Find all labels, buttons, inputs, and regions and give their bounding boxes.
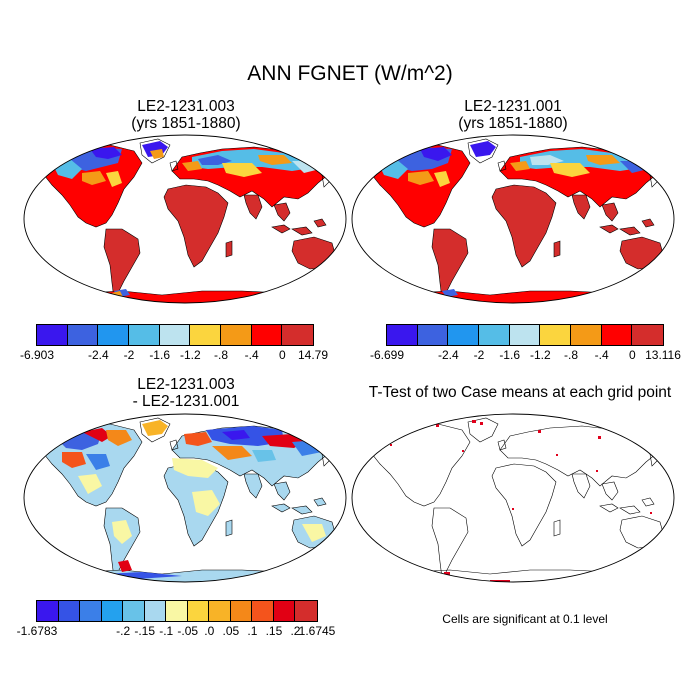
colorbar-swatch — [80, 601, 102, 621]
colorbar-tick-label: -6.903 — [19, 348, 55, 362]
colorbar-tick-label: 0 — [628, 348, 636, 362]
panel-case2-title-line1: LE2-1231.001 — [464, 98, 562, 115]
colorbar-tick-label: -.4 — [594, 348, 609, 362]
colorbar-swatch — [37, 601, 59, 621]
map-case2 — [351, 134, 675, 304]
colorbar-tick-label: -6.699 — [369, 348, 405, 362]
colorbar-swatch — [58, 601, 81, 621]
colorbar-swatch — [128, 325, 160, 345]
colorbar-swatch — [144, 601, 167, 621]
colorbar-tick-label: -1.6 — [499, 348, 520, 362]
colorbar-swatch — [230, 601, 253, 621]
colorbar-swatch — [123, 601, 145, 621]
colorbar-tick-label: -1.6783 — [16, 624, 58, 638]
colorbar-swatch — [273, 601, 296, 621]
map-ttest — [351, 413, 675, 583]
colorbar-swatch — [209, 601, 231, 621]
colorbar-tick-label: -1.2 — [179, 348, 201, 362]
colorbar-swatch — [282, 325, 313, 345]
colorbar-tick-label: -.2 — [116, 624, 131, 638]
colorbar-swatch — [187, 601, 210, 621]
colorbar-swatch — [632, 325, 663, 345]
panel-case2-title: LE2-1231.001 (yrs 1851-1880) — [350, 98, 676, 132]
colorbar-swatch — [570, 325, 602, 345]
colorbar-tick-label: 1.6745 — [298, 624, 336, 638]
colorbar-swatch — [220, 325, 252, 345]
colorbar-swatch — [98, 325, 129, 345]
colorbar-swatch — [387, 325, 418, 345]
colorbar-tick-label: -2.4 — [437, 348, 459, 362]
colorbar-swatch — [101, 601, 124, 621]
colorbar-tick-label: -1.2 — [529, 348, 551, 362]
colorbar-tick-label: .2 — [290, 624, 301, 638]
colorbar-tick-label: .05 — [222, 624, 240, 638]
colorbar-tick-label: 13.116 — [645, 348, 681, 362]
colorbar-case2: -6.699 -2.4 -2 -1.6 -1.2 -.8 -.4 0 13.116 — [370, 324, 681, 368]
colorbar-tick-label: .15 — [265, 624, 283, 638]
colorbar-swatch — [166, 601, 188, 621]
colorbar-tick-label: .0 — [204, 624, 215, 638]
map-case1 — [23, 134, 347, 304]
colorbar-swatch — [601, 325, 633, 345]
colorbar-tick-label: -.05 — [177, 624, 199, 638]
colorbar-swatch — [417, 325, 449, 345]
panel-case1-title-line2: (yrs 1851-1880) — [131, 115, 241, 132]
colorbar-tick-label: -2.4 — [87, 348, 109, 362]
panel-case1-title: LE2-1231.003 (yrs 1851-1880) — [24, 98, 348, 132]
panel-case2-title-line2: (yrs 1851-1880) — [458, 115, 568, 132]
significance-marks — [390, 420, 653, 582]
significance-note: Cells are significant at 0.1 level — [442, 612, 608, 626]
colorbar-swatch — [252, 601, 274, 621]
colorbar-swatch — [37, 325, 68, 345]
colorbar-tick-label: -.1 — [159, 624, 174, 638]
colorbar-swatch — [448, 325, 479, 345]
figure-title: ANN FGNET (W/m^2) — [247, 62, 453, 85]
panel-difference-title: LE2-1231.003 - LE2-1231.001 — [24, 376, 348, 410]
colorbar-tick-label: 0 — [278, 348, 286, 362]
colorbar-swatch — [295, 601, 317, 621]
colorbar-tick-label: -.4 — [244, 348, 259, 362]
panel-difference-title-line1: LE2-1231.003 — [137, 376, 235, 393]
colorbar-swatch — [67, 325, 99, 345]
panel-ttest-title: T-Test of two Case means at each grid po… — [368, 384, 672, 401]
colorbar-tick-label: -2 — [473, 348, 485, 362]
colorbar-tick-label: -.15 — [134, 624, 156, 638]
colorbar-tick-label: 14.79 — [297, 348, 329, 362]
panel-difference-title-line2: - LE2-1231.001 — [132, 393, 240, 410]
colorbar-tick-label: -.8 — [563, 348, 579, 362]
colorbar-swatch — [509, 325, 541, 345]
colorbar-swatch — [251, 325, 283, 345]
colorbar-swatch — [190, 325, 221, 345]
colorbar-tick-label: -1.6 — [149, 348, 170, 362]
colorbar-tick-label: .1 — [247, 624, 258, 638]
colorbar-difference: -1.6783 -.2 -.15 -.1 -.05 .0 .05 .1 .15 .2 1.6745 — [17, 600, 335, 644]
map-difference — [23, 413, 347, 583]
colorbar-tick-label: -.8 — [213, 348, 229, 362]
colorbar-swatch — [478, 325, 510, 345]
panel-case1-title-line1: LE2-1231.003 — [137, 98, 235, 115]
colorbar-tick-label: -2 — [123, 348, 135, 362]
colorbar-swatch — [540, 325, 571, 345]
colorbar-case1: -6.903 -2.4 -2 -1.6 -1.2 -.8 -.4 0 14.79 — [20, 324, 328, 368]
colorbar-swatch — [159, 325, 191, 345]
